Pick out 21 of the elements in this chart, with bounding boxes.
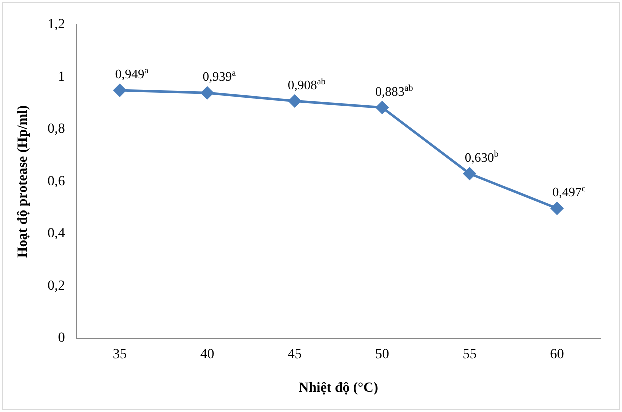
point xyxy=(551,202,564,215)
x-tick-label: 45 xyxy=(288,347,302,362)
x-axis-title: Nhiệt độ (°C) xyxy=(298,381,379,396)
point xyxy=(288,95,302,108)
x-tick-label: 35 xyxy=(113,347,128,362)
y-tick-label: 1,2 xyxy=(48,18,66,33)
y-tick-label: 1 xyxy=(58,70,66,85)
point xyxy=(201,86,214,100)
y-tick-label: 0,2 xyxy=(48,278,66,294)
point xyxy=(114,84,126,97)
y-tick-label: 0,4 xyxy=(48,226,66,242)
point xyxy=(376,102,389,114)
x-tick-label: 50 xyxy=(375,347,390,362)
x-tick-label: 60 xyxy=(550,347,564,362)
y-axis-title: Hoạt độ protease (Hp/ml) xyxy=(16,105,32,258)
y-tick-label: 0,8 xyxy=(48,122,66,138)
x-tick-label: 55 xyxy=(462,347,477,362)
y-tick-label: 0,6 xyxy=(48,174,66,190)
x-tick-label: 40 xyxy=(200,347,214,362)
point xyxy=(464,168,476,180)
y-tick-label: 0 xyxy=(58,331,66,346)
